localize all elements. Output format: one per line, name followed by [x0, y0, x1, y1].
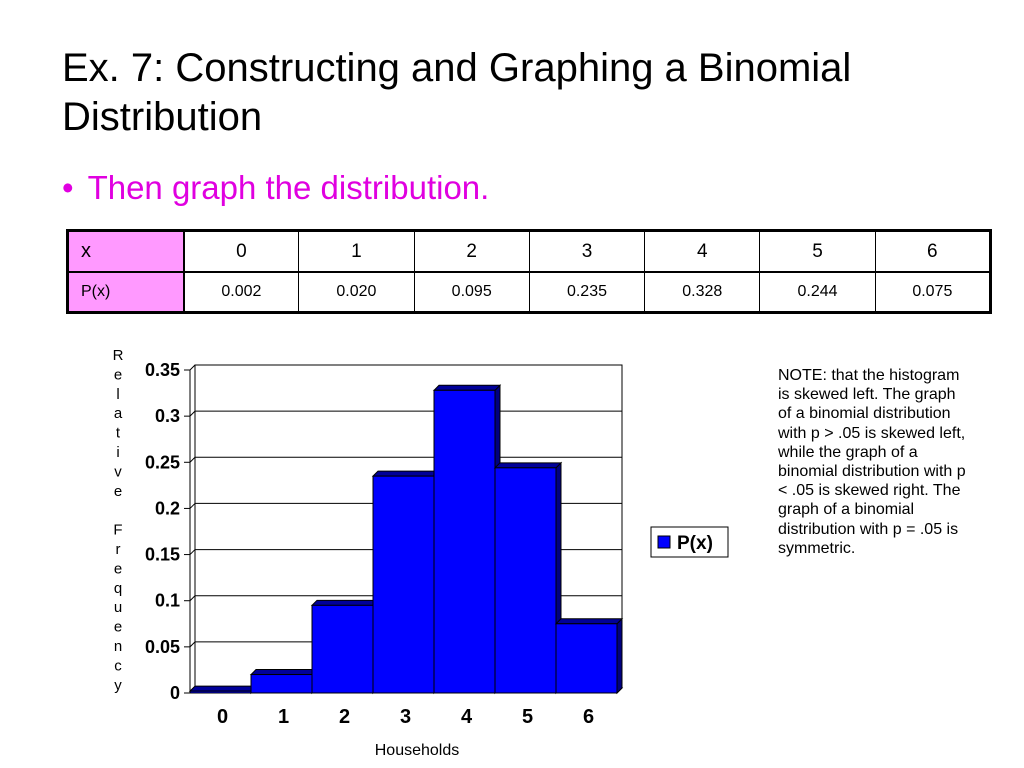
- x-tick-label: 3: [400, 706, 411, 728]
- bullet-point: • Then graph the distribution.: [62, 168, 489, 208]
- y-tick-label: 0.25: [145, 452, 180, 472]
- gridline-side: [189, 410, 196, 417]
- y-tick-label: 0.35: [145, 360, 180, 380]
- x-tick-label: 5: [522, 706, 533, 728]
- y-axis-label-char: e: [114, 366, 122, 383]
- y-axis-label-char: e: [114, 483, 122, 500]
- gridline-side: [189, 549, 196, 555]
- gridline-side: [189, 641, 196, 648]
- bar: [494, 467, 557, 694]
- plot-area: 0 0.05 0.1 0.15 0.2 0.25 0.3 0.35 0 1 2 3 4 5 6: [145, 360, 624, 728]
- x-tick-label: 1: [278, 706, 289, 728]
- y-tick-label: 0.3: [155, 406, 180, 426]
- table-cell-x: 0: [182, 230, 300, 273]
- gridline-side: [189, 503, 196, 509]
- y-axis-label-char: r: [116, 541, 121, 558]
- table-cell-x: 3: [528, 230, 646, 273]
- bar-top: [188, 685, 258, 692]
- table-cell-px: 0.328: [644, 271, 761, 313]
- x-axis-label: Households: [375, 742, 460, 759]
- y-axis-label-char: F: [113, 522, 122, 539]
- table-cell-px: 0.075: [874, 271, 992, 313]
- table-cell-px: 0.020: [298, 271, 415, 313]
- table-cell-x: 5: [759, 230, 876, 273]
- bar: [311, 604, 374, 694]
- x-tick-label: 6: [583, 706, 594, 728]
- table-cell-px: 0.244: [759, 271, 876, 313]
- y-tick-label: 0: [170, 683, 180, 703]
- table-cell-x: 4: [644, 230, 761, 273]
- bar-top: [554, 618, 624, 625]
- bar-side: [616, 617, 623, 695]
- y-axis-label-char: u: [114, 599, 122, 616]
- bar-top: [310, 599, 380, 606]
- y-axis-label-char: t: [116, 425, 121, 442]
- y-axis-label-char: v: [114, 463, 122, 480]
- y-axis-label-char: n: [114, 638, 122, 655]
- x-tick-label: 4: [461, 706, 473, 728]
- legend-entry: P(x): [677, 533, 713, 554]
- bar: [555, 623, 618, 694]
- y-tick-label: 0.15: [145, 545, 180, 565]
- y-axis-label-char: i: [116, 444, 119, 461]
- table-cell-x: 1: [298, 230, 415, 273]
- y-axis-label-char: a: [114, 405, 123, 422]
- table-cell-x: 2: [413, 230, 530, 273]
- table-row-px: P(x) 0.002 0.020 0.095 0.235 0.328 0.244…: [67, 271, 992, 313]
- y-axis-label-char: e: [114, 560, 122, 577]
- gridline-side: [189, 595, 196, 602]
- bar: [372, 475, 435, 694]
- gridline-side: [189, 456, 196, 463]
- bullet-icon: •: [62, 169, 74, 206]
- y-axis-label-char: q: [114, 580, 122, 597]
- distribution-table: x 0 1 2 3 4 5 6 P(x) 0.002 0.020 0.095 0…: [66, 229, 992, 314]
- bar: [433, 389, 496, 694]
- y-axis-label-char: y: [114, 677, 122, 694]
- table-cell-px: 0.002: [182, 271, 300, 313]
- y-tick-label: 0.1: [155, 591, 180, 611]
- bar-top: [371, 470, 441, 477]
- y-axis-label-char: c: [114, 657, 122, 674]
- bullet-text: Then graph the distribution.: [87, 169, 490, 206]
- slide-title: Ex. 7: Constructing and Graphing a Binom…: [62, 46, 852, 139]
- bar: [250, 674, 313, 694]
- table-row-x: x 0 1 2 3 4 5 6: [67, 230, 992, 273]
- legend: P(x): [650, 526, 729, 558]
- legend-swatch: [657, 535, 671, 549]
- bar-top: [249, 669, 319, 676]
- bar: [189, 690, 252, 694]
- gridline-side: [189, 364, 196, 371]
- bar-top: [493, 462, 563, 469]
- note-text: NOTE: that the histogram is skewed left.…: [778, 367, 966, 557]
- row-header-px: P(x): [67, 271, 185, 313]
- y-axis-label-char: e: [114, 619, 122, 636]
- row-header-x: x: [67, 230, 185, 273]
- x-tick-label: 2: [339, 706, 350, 728]
- y-axis-label-char: R: [113, 347, 124, 364]
- bar-top: [432, 384, 502, 391]
- table-cell-x: 6: [874, 230, 992, 273]
- y-tick-label: 0.05: [145, 637, 180, 657]
- table-cell-px: 0.095: [413, 271, 530, 313]
- table-cell-px: 0.235: [528, 271, 646, 313]
- y-tick-label: 0.2: [155, 498, 180, 518]
- x-tick-label: 0: [217, 706, 228, 728]
- y-axis-label-char: l: [116, 386, 119, 403]
